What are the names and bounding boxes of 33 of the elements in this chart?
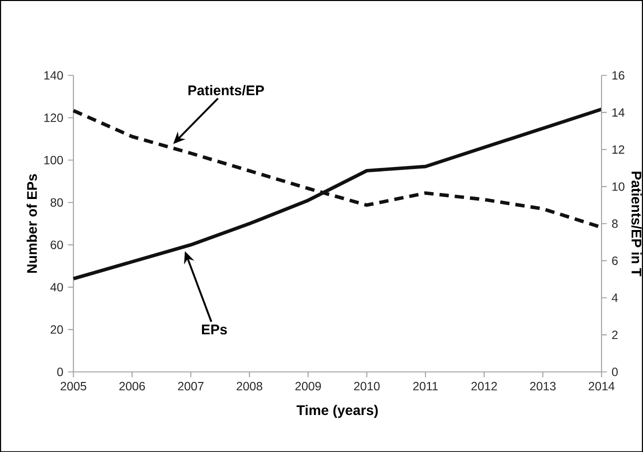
y2-tick-label: 6: [612, 256, 618, 265]
x-tick-label: 2008: [236, 382, 262, 390]
y-tick-label: 60: [50, 240, 63, 249]
y2-tick-label: 14: [612, 108, 624, 116]
y-tick-label: 100: [44, 156, 63, 164]
y2-tick-label: 16: [612, 71, 624, 80]
x-tick-label: 2007: [178, 382, 204, 390]
x-tick-label: 2009: [295, 382, 321, 390]
y-tick-label: 80: [50, 198, 63, 207]
text: EPs: [202, 324, 227, 334]
x-axis-title: Time (years): [296, 404, 378, 418]
y-tick-label: 140: [44, 71, 63, 80]
x-tick-label: 2010: [354, 382, 380, 390]
line-series: [72, 107, 604, 280]
y-tick-label: 0: [57, 368, 63, 376]
y2-tick-label: 12: [612, 145, 624, 154]
y2-tick-label: 0: [612, 368, 618, 376]
y2-tick-label: 2: [612, 330, 618, 339]
y-tick-label: 40: [50, 282, 63, 292]
text: Patients/EP: [188, 84, 264, 96]
y-axis-title: Number of EPs: [26, 174, 37, 273]
y-tick-label: 120: [44, 113, 63, 122]
x-tick-label: 2006: [119, 382, 145, 390]
y2-axis-title: Patients/EP in T: [631, 172, 642, 276]
x-tick-label: 2012: [471, 382, 497, 390]
y2-tick-label: 4: [612, 294, 618, 302]
x-tick-label: 2014: [588, 382, 614, 390]
x-tick-label: 2011: [413, 382, 438, 390]
y2-tick-label: 8: [612, 219, 618, 228]
y2-tick-label: 10: [612, 182, 624, 191]
x-tick-label: 2005: [60, 382, 86, 390]
x-tick-label: 2013: [530, 382, 556, 390]
y-tick-label: 20: [50, 325, 63, 334]
